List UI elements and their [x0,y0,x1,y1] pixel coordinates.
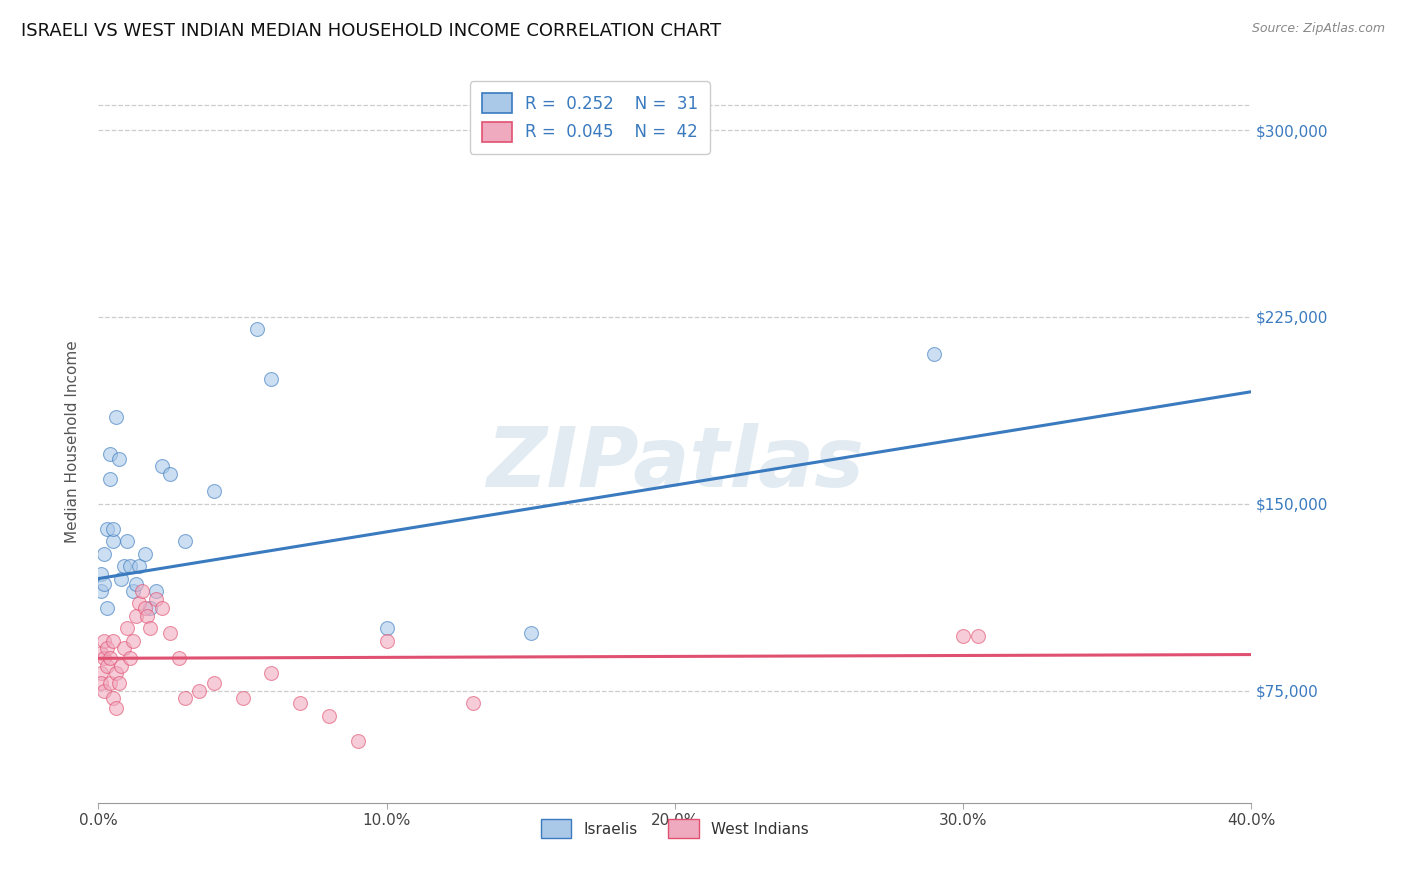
Point [90,676,112,690]
Point [125,576,148,591]
Point [120,559,142,574]
Point [174,691,197,706]
Text: ISRAELI VS WEST INDIAN MEDIAN HOUSEHOLD INCOME CORRELATION CHART: ISRAELI VS WEST INDIAN MEDIAN HOUSEHOLD … [21,22,721,40]
Point [122,584,145,599]
Point [924,347,946,361]
Point [159,467,181,481]
Point [104,701,127,715]
Point [90,584,112,599]
Point [246,322,269,336]
Point [134,601,156,615]
Point [150,459,173,474]
Text: ZIPatlas: ZIPatlas [486,423,863,504]
Point [96,658,118,673]
Point [101,691,124,706]
Legend: Israelis, West Indians: Israelis, West Indians [533,812,817,846]
Point [375,633,398,648]
Point [110,572,132,586]
Point [117,621,139,635]
Point [93,651,115,665]
Point [90,646,112,660]
Point [122,633,145,648]
Point [98,472,121,486]
Point [90,666,112,681]
Point [260,666,283,681]
Point [96,641,118,656]
Point [461,696,484,710]
Point [174,534,197,549]
Point [346,733,368,747]
Point [101,534,124,549]
Point [134,547,156,561]
Point [260,372,283,386]
Point [159,626,181,640]
Point [120,651,142,665]
Point [145,584,167,599]
Point [136,609,159,624]
Point [520,626,543,640]
Point [139,621,162,635]
Point [107,676,129,690]
Point [966,629,988,643]
Point [952,629,974,643]
Point [128,559,150,574]
Point [145,591,167,606]
Point [98,651,121,665]
Point [128,597,150,611]
Point [96,601,118,615]
Y-axis label: Median Household Income: Median Household Income [65,340,80,543]
Point [290,696,312,710]
Point [90,566,112,581]
Point [131,584,153,599]
Point [112,641,135,656]
Point [117,534,139,549]
Point [110,658,132,673]
Point [125,609,148,624]
Point [93,683,115,698]
Point [101,633,124,648]
Point [98,676,121,690]
Point [139,601,162,615]
Point [104,409,127,424]
Point [318,708,340,723]
Point [112,559,135,574]
Point [93,633,115,648]
Point [231,691,254,706]
Point [93,547,115,561]
Point [98,447,121,461]
Point [96,522,118,536]
Point [93,576,115,591]
Point [202,484,225,499]
Point [167,651,190,665]
Point [202,676,225,690]
Point [150,601,173,615]
Point [104,666,127,681]
Point [375,621,398,635]
Point [188,683,211,698]
Point [107,452,129,467]
Text: Source: ZipAtlas.com: Source: ZipAtlas.com [1251,22,1385,36]
Point [101,522,124,536]
